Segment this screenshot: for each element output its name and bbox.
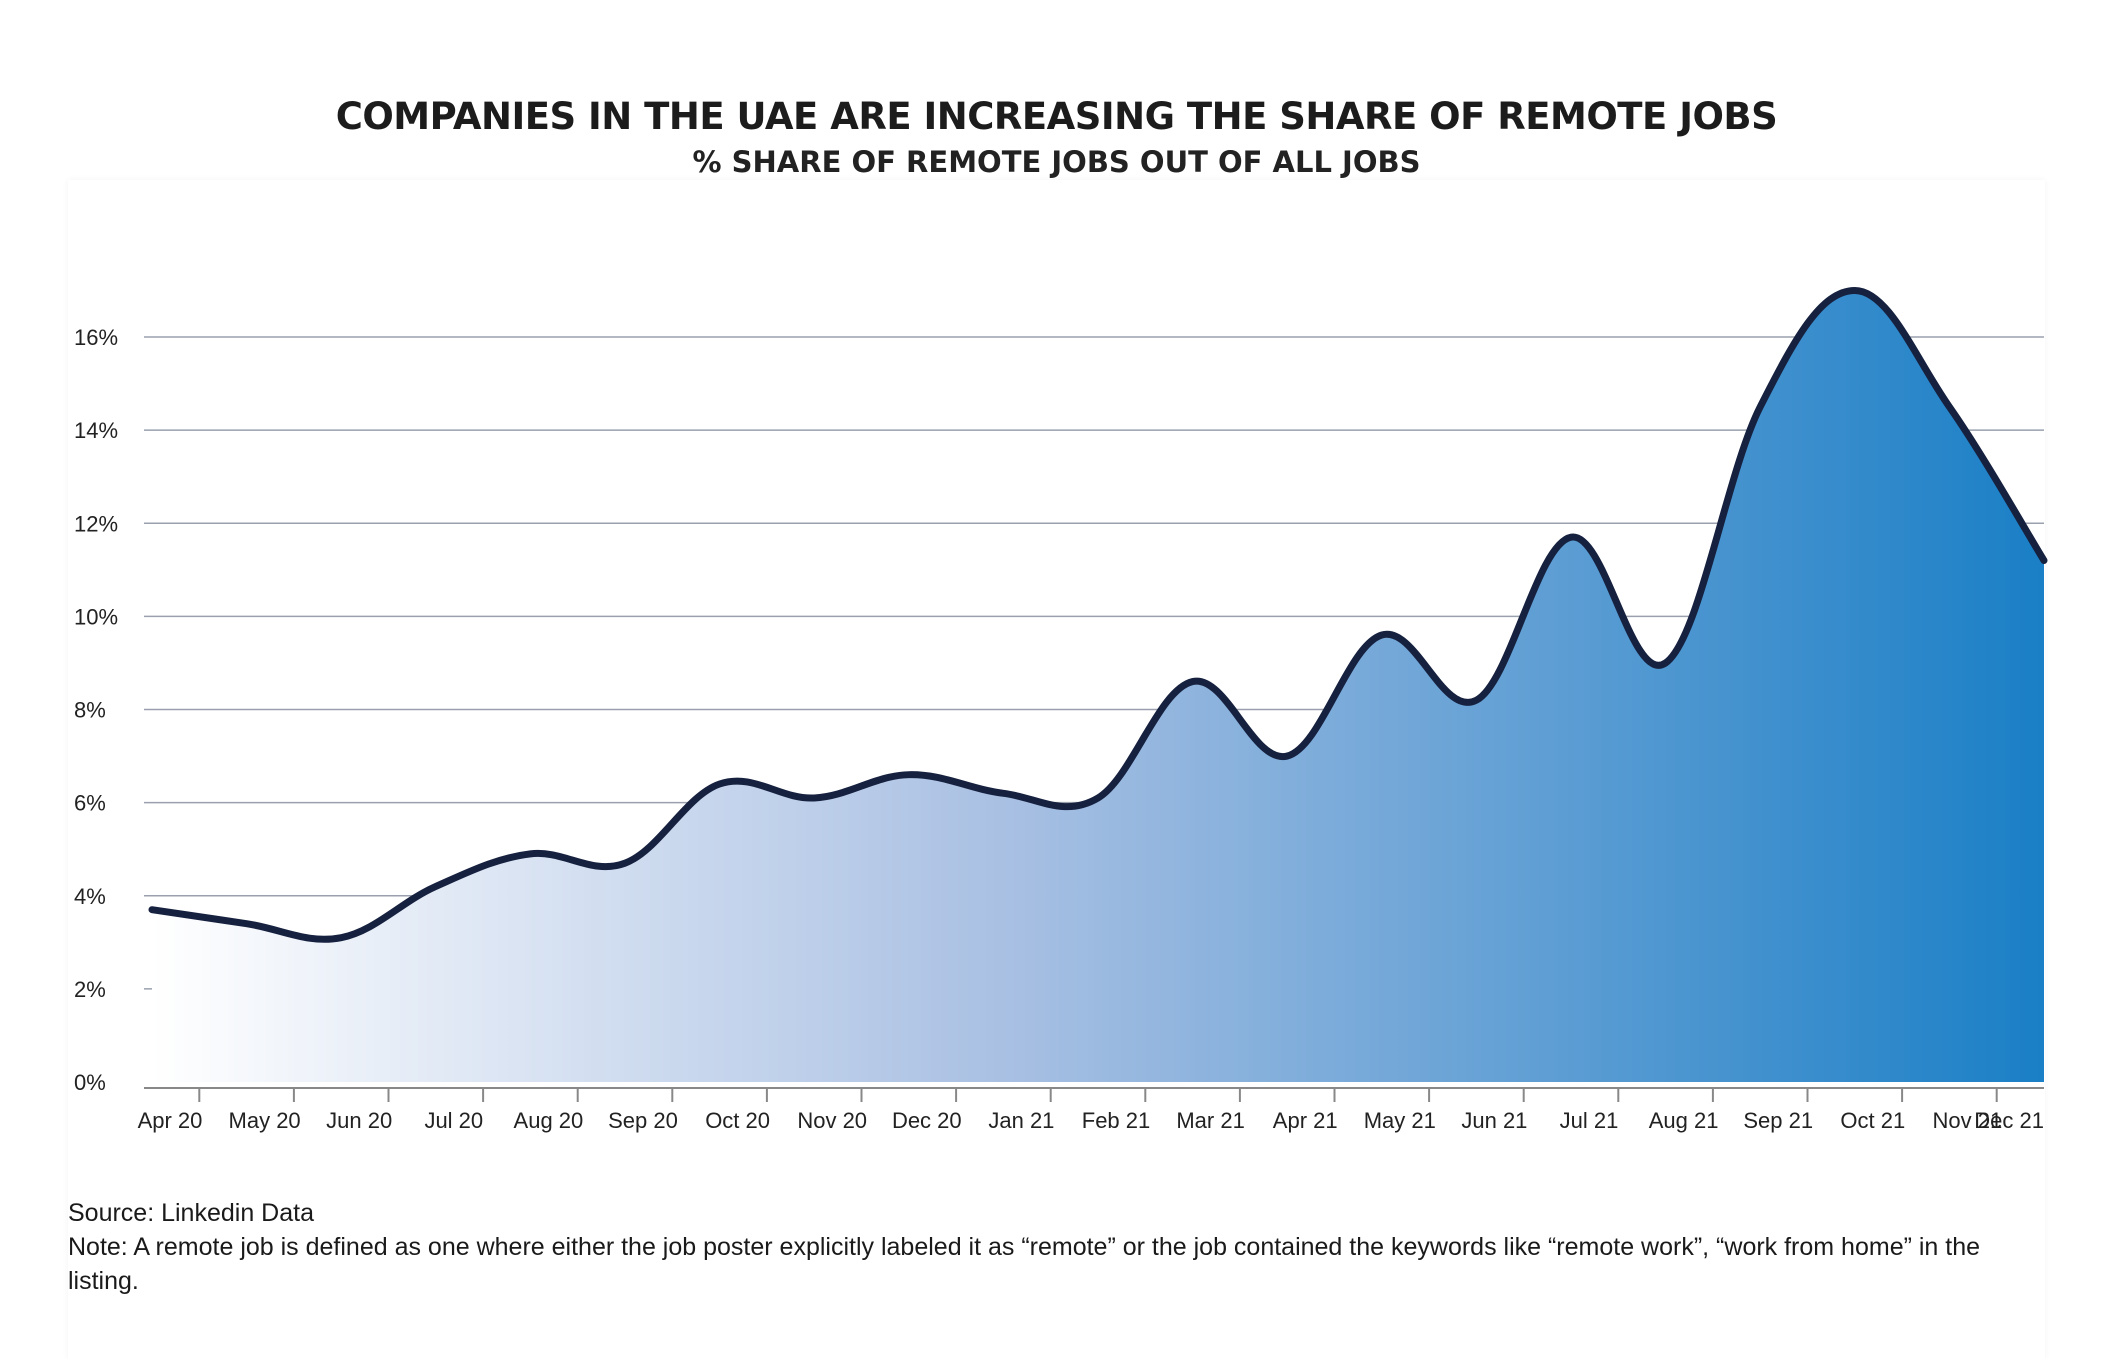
x-tick-label: Mar 21 bbox=[1176, 1108, 1244, 1133]
x-tick-label: Aug 21 bbox=[1649, 1108, 1719, 1133]
x-tick-label: Sep 21 bbox=[1743, 1108, 1813, 1133]
y-tick-label: 0% bbox=[74, 1070, 106, 1095]
y-tick-label: 10% bbox=[74, 604, 118, 629]
y-tick-label: 6% bbox=[74, 791, 106, 816]
y-tick-label: 2% bbox=[74, 977, 106, 1002]
x-tick-label: Nov 21 bbox=[1933, 1108, 2003, 1133]
chart-title: COMPANIES IN THE UAE ARE INCREASING THE … bbox=[335, 95, 1778, 138]
source-note: Source: Linkedin Data bbox=[68, 1199, 314, 1227]
area-layer bbox=[148, 286, 2048, 1082]
x-tick-label: Apr 20 bbox=[138, 1108, 203, 1133]
y-axis-labels: 0% 2% 4% 6% 8% 10% 12% 14% 16% bbox=[74, 325, 118, 1095]
x-tick-label: Oct 20 bbox=[705, 1108, 770, 1133]
x-tick-label: Jul 21 bbox=[1560, 1108, 1619, 1133]
y-tick-label: 8% bbox=[74, 698, 106, 723]
x-tick-label: Jan 21 bbox=[988, 1108, 1054, 1133]
x-tick-label: Nov 20 bbox=[797, 1108, 867, 1133]
chart-subtitle: % SHARE OF REMOTE JOBS OUT OF ALL JOBS bbox=[692, 145, 1421, 179]
x-axis bbox=[144, 1087, 2044, 1102]
x-tick-label: Jul 20 bbox=[424, 1108, 483, 1133]
area-chart: 0% 2% 4% 6% 8% 10% 12% 14% 16% Apr 20 May 20 Jun 2… bbox=[74, 286, 2048, 1133]
x-tick-label: Jun 21 bbox=[1461, 1108, 1527, 1133]
series-line bbox=[148, 286, 2048, 943]
x-tick-label: May 20 bbox=[229, 1108, 301, 1133]
x-axis-labels: Apr 20 May 20 Jun 20 Jul 20 Aug 20 Sep 20 Oct … bbox=[138, 1108, 2044, 1133]
y-tick-label: 12% bbox=[74, 511, 118, 536]
x-tick-label: Dec 21 bbox=[1974, 1108, 2044, 1133]
x-tick-label: Apr 21 bbox=[1273, 1108, 1338, 1133]
x-tick-label: Aug 20 bbox=[514, 1108, 584, 1133]
x-tick-label: Feb 21 bbox=[1082, 1108, 1151, 1133]
y-tick-label: 16% bbox=[74, 325, 118, 350]
area-fill bbox=[152, 290, 2044, 1082]
y-tick-label: 4% bbox=[74, 884, 106, 909]
y-tick-label: 14% bbox=[74, 418, 118, 443]
x-tick-label: Sep 20 bbox=[608, 1108, 678, 1133]
definition-note: Note: A remote job is defined as one whe… bbox=[68, 1233, 1981, 1295]
x-tick-label: Jun 20 bbox=[326, 1108, 392, 1133]
x-tick-label: Oct 21 bbox=[1840, 1108, 1905, 1133]
x-tick-label: May 21 bbox=[1364, 1108, 1436, 1133]
x-tick-label: Dec 20 bbox=[892, 1108, 962, 1133]
